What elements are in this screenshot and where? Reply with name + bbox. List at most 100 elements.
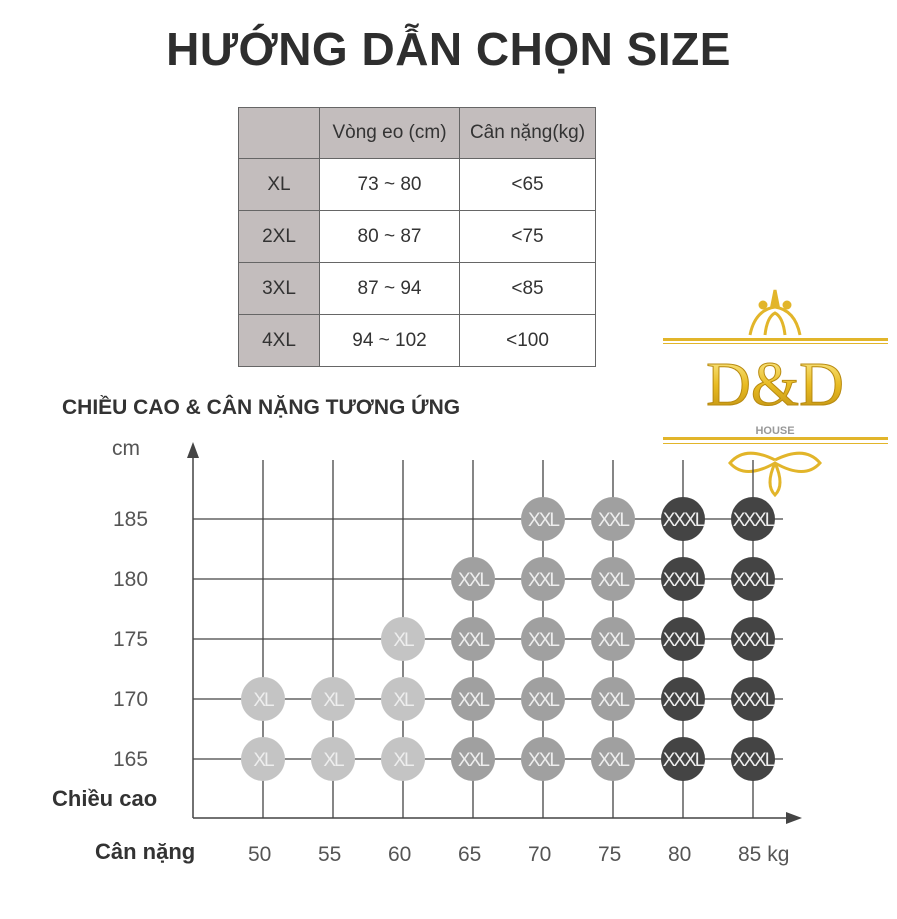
- size-bubble: XXL: [451, 617, 495, 661]
- size-bubble: XXL: [451, 557, 495, 601]
- bubble-circle: [591, 737, 635, 781]
- bubble-circle: [521, 497, 565, 541]
- bubble-label: XXL: [598, 630, 629, 651]
- bubble-circle: [591, 497, 635, 541]
- chart-title: CHIỀU CAO & CÂN NẶNG TƯƠNG ỨNG: [62, 396, 461, 419]
- header-cell-weight: Cân nặng(kg): [459, 107, 596, 159]
- bubble-circle: [521, 677, 565, 721]
- size-bubble: XXL: [591, 737, 635, 781]
- bubble-circle: [591, 677, 635, 721]
- bubble-label: XXL: [458, 750, 489, 771]
- bubble-label: XXL: [598, 690, 629, 711]
- bubble-label: XXL: [528, 630, 559, 651]
- x-tick-label: 80: [668, 843, 691, 866]
- size-bubble: XXXL: [731, 557, 777, 601]
- size-bubble: XXXL: [661, 677, 707, 721]
- waist-cell: 87 ~ 94: [319, 262, 460, 315]
- weight-cell: <65: [459, 158, 596, 211]
- bubble-circle: [661, 677, 705, 721]
- bubble-label: XXL: [458, 570, 489, 591]
- bubble-label: XXXL: [663, 630, 705, 651]
- bubble-label: XXL: [458, 630, 489, 651]
- x-tick-label: 65: [458, 843, 481, 866]
- bubble-label: XXXL: [663, 750, 705, 771]
- size-bubble: XXL: [451, 737, 495, 781]
- waist-cell: 94 ~ 102: [319, 314, 460, 367]
- bubble-label: XL: [393, 750, 414, 771]
- size-bubble: XXL: [521, 737, 565, 781]
- x-tick-label: 75: [598, 843, 621, 866]
- bubble-circle: [731, 677, 775, 721]
- table-row: XL 73 ~ 80 <65: [238, 158, 596, 211]
- bubble-circle: [381, 677, 425, 721]
- ornament-icon: [728, 451, 822, 498]
- table-row: 2XL 80 ~ 87 <75: [238, 210, 596, 263]
- size-bubble: XL: [241, 737, 285, 781]
- logo-rule: [663, 343, 888, 344]
- bubble-label: XXL: [458, 690, 489, 711]
- bubble-circle: [661, 557, 705, 601]
- bubble-label: XXXL: [733, 510, 775, 531]
- bubble-circle: [731, 557, 775, 601]
- bubble-label: XL: [323, 690, 344, 711]
- logo-rule: [663, 437, 888, 440]
- bubble-label: XXXL: [663, 690, 705, 711]
- x-tick-label: 85 kg: [738, 843, 789, 866]
- x-tick-label: 60: [388, 843, 411, 866]
- bubble-circle: [241, 737, 285, 781]
- size-bubble: XXXL: [731, 737, 777, 781]
- header-cell: [238, 107, 320, 159]
- size-cell: 2XL: [238, 210, 320, 263]
- bubble-label: XXXL: [663, 510, 705, 531]
- bubble-label: XL: [323, 750, 344, 771]
- bubble-label: XXL: [598, 510, 629, 531]
- bubble-label: XXL: [528, 570, 559, 591]
- weight-cell: <75: [459, 210, 596, 263]
- bubble-label: XXXL: [733, 570, 775, 591]
- y-unit-label: cm: [112, 437, 140, 460]
- size-bubble: XXL: [521, 497, 565, 541]
- size-table: Vòng eo (cm) Cân nặng(kg) XL 73 ~ 80 <65 2…: [238, 107, 596, 367]
- y-tick-label: 185: [113, 508, 148, 531]
- header-cell-waist: Vòng eo (cm): [319, 107, 460, 159]
- bubble-circle: [381, 617, 425, 661]
- size-cell: 3XL: [238, 262, 320, 315]
- size-bubble: XXL: [451, 677, 495, 721]
- bubble-circle: [591, 617, 635, 661]
- size-bubble: XXXL: [731, 497, 777, 541]
- bubble-circle: [661, 497, 705, 541]
- y-axis-arrow-icon: [187, 442, 199, 458]
- size-bubble: XXXL: [661, 617, 707, 661]
- x-tick-label: 50: [248, 843, 271, 866]
- bubble-label: XXXL: [733, 750, 775, 771]
- x-axis-label: Cân nặng: [95, 839, 196, 864]
- size-bubble: XL: [381, 617, 425, 661]
- bubble-label: XXL: [528, 510, 559, 531]
- size-bubble: XXL: [521, 617, 565, 661]
- table-row: 3XL 87 ~ 94 <85: [238, 262, 596, 315]
- size-bubble: XL: [311, 677, 355, 721]
- size-bubble: XL: [311, 737, 355, 781]
- bubble-label: XXL: [598, 570, 629, 591]
- size-bubble: XL: [381, 737, 425, 781]
- bubble-circle: [731, 617, 775, 661]
- bubble-circle: [451, 737, 495, 781]
- y-axis-label: Chiều cao: [52, 786, 158, 811]
- bubble-circle: [381, 737, 425, 781]
- bubble-circle: [451, 677, 495, 721]
- logo-subtext: HOUSE: [755, 425, 794, 437]
- y-tick-label: 165: [113, 748, 148, 771]
- bubble-circle: [731, 497, 775, 541]
- logo-rule: [663, 443, 888, 444]
- weight-cell: <100: [459, 314, 596, 367]
- size-bubble: XXXL: [661, 497, 707, 541]
- page-title: HƯỚNG DẪN CHỌN SIZE: [166, 23, 731, 75]
- size-cell: XL: [238, 158, 320, 211]
- size-bubble: XXL: [521, 557, 565, 601]
- bubble-label: XL: [393, 630, 414, 651]
- bubble-label: XL: [253, 750, 274, 771]
- size-bubble: XXL: [591, 497, 635, 541]
- logo-rule: [663, 338, 888, 341]
- bubble-circle: [451, 617, 495, 661]
